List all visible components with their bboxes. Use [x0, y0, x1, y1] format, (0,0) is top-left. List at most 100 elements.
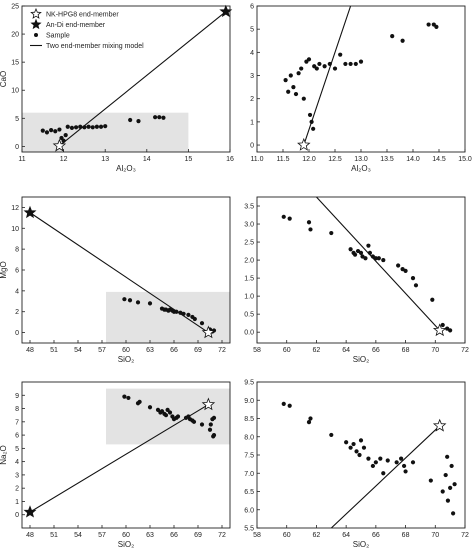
y-tick-label: 1.5: [244, 276, 254, 283]
sample-point: [373, 460, 378, 465]
sample-point: [128, 117, 133, 123]
sample-point: [366, 456, 371, 461]
sample-point: [299, 66, 304, 71]
sample-point: [434, 24, 439, 29]
y-tick-label: 8: [15, 247, 19, 254]
mixing-line: [59, 11, 227, 147]
y-tick-label: 6.5: [244, 489, 254, 496]
sample-point: [348, 247, 353, 252]
sample-point: [410, 460, 416, 465]
sample-point: [283, 78, 288, 83]
y-tick-label: 3: [250, 73, 254, 80]
sample-point: [410, 276, 416, 281]
sample-point: [376, 256, 381, 261]
sample-point: [181, 311, 186, 316]
sample-point: [445, 498, 451, 503]
sample-point: [199, 321, 205, 326]
sample-point: [448, 328, 453, 333]
sample-point: [137, 399, 142, 405]
sample-point: [136, 119, 141, 124]
sample-point: [122, 394, 127, 399]
x-tick-label: 14: [143, 156, 151, 163]
sample-point: [366, 243, 371, 248]
nk-end-member-star: [201, 397, 216, 411]
x-tick-label: 66: [170, 347, 178, 354]
sample-point: [358, 438, 364, 443]
sample-point: [175, 414, 181, 419]
sample-point: [178, 310, 183, 315]
sample-point: [348, 61, 353, 67]
y-tick-label: 8: [15, 406, 19, 413]
sample-point: [344, 440, 349, 445]
x-tick-label: 69: [194, 347, 202, 354]
x-tick-label: 72: [461, 532, 469, 539]
sample-point: [63, 133, 68, 138]
y-tick-label: 9: [15, 393, 19, 400]
sample-point: [49, 128, 54, 133]
sample-point: [403, 268, 408, 274]
sample-point: [103, 124, 108, 129]
sample-point: [308, 416, 313, 421]
sample-point: [90, 125, 95, 130]
sample-point: [311, 126, 316, 131]
x-tick-label: 63: [146, 347, 154, 354]
sample-point: [445, 454, 450, 459]
sample-point: [163, 413, 169, 418]
sample-point: [191, 419, 197, 424]
x-tick-label: 72: [218, 347, 226, 354]
x-tick-label: 51: [50, 347, 58, 354]
sample-point: [394, 460, 399, 465]
sample-point: [57, 127, 62, 132]
nk-end-member-star: [201, 325, 216, 339]
chart-panel-p6: 58 60 62 64 66 68 70 72 5.5 6.0 6.5 7.0 7.5 8.0 8.5 9.0…: [244, 380, 469, 550]
sample-point: [452, 482, 457, 487]
x-tick-label: 58: [253, 347, 261, 354]
x-axis-label: Al₂O₃: [116, 164, 136, 173]
y-tick-label: 0.0: [244, 330, 254, 337]
y-tick-label: 2.5: [244, 240, 254, 247]
sample-point: [78, 124, 83, 129]
y-tick-label: 20: [11, 32, 19, 39]
y-tick-label: 9.5: [244, 380, 254, 387]
sample-point: [358, 59, 364, 64]
sample-point: [399, 456, 404, 461]
y-tick-label: 5: [15, 116, 19, 123]
chart-panel-p4: 58 60 62 64 66 68 70 72 0.0 0.5 1.0 1.5 2.0 2.5 3.0 3.5…: [244, 196, 469, 364]
sample-point: [440, 322, 445, 328]
x-tick-label: 11: [18, 156, 25, 163]
sample-point: [281, 214, 286, 219]
y-tick-label: 1.0: [244, 294, 254, 301]
y-tick-label: 1: [15, 499, 19, 506]
sample-point: [338, 52, 343, 57]
sample-point: [403, 469, 408, 474]
sample-point: [358, 250, 364, 255]
sample-point: [327, 61, 332, 67]
sample-point: [306, 57, 312, 62]
sample-point: [361, 445, 367, 450]
x-tick-label: 48: [26, 532, 34, 539]
x-tick-label: 51: [50, 532, 58, 539]
sample-point: [287, 403, 292, 408]
x-tick-label: 60: [283, 532, 291, 539]
x-tick-label: 15.0: [458, 156, 472, 163]
x-tick-label: 69: [194, 532, 202, 539]
chart-panel-p3: 48 51 54 57 60 63 66 69 72 0 2 4 6 8 10 12 SiO₂ MgO: [0, 196, 231, 364]
sample-point: [161, 115, 166, 120]
sample-point: [147, 301, 153, 306]
y-tick-label: 1: [250, 119, 254, 126]
nk-end-member-star: [432, 323, 447, 337]
x-tick-label: 70: [431, 532, 439, 539]
mixing-line: [330, 425, 441, 528]
chart-panel-p2: 11.0 11.5 12.0 12.5 13.0 13.5 14.0 14.5 15.0 0 1 2 3…: [250, 4, 472, 174]
y-tick-label: 10: [11, 88, 19, 95]
sample-point: [378, 456, 383, 461]
legend-label-andi: An-Di end-member: [46, 22, 106, 29]
legend: NK-HPG8 end-member An-Di end-member Sample…: [30, 7, 144, 50]
x-tick-label: 13: [101, 156, 109, 163]
nk-end-member-star: [432, 418, 447, 432]
x-tick-label: 13.5: [380, 156, 394, 163]
y-tick-label: 6.0: [244, 507, 254, 514]
legend-label-sample: Sample: [46, 33, 70, 40]
sample-point: [281, 401, 286, 406]
sample-point: [94, 124, 99, 129]
